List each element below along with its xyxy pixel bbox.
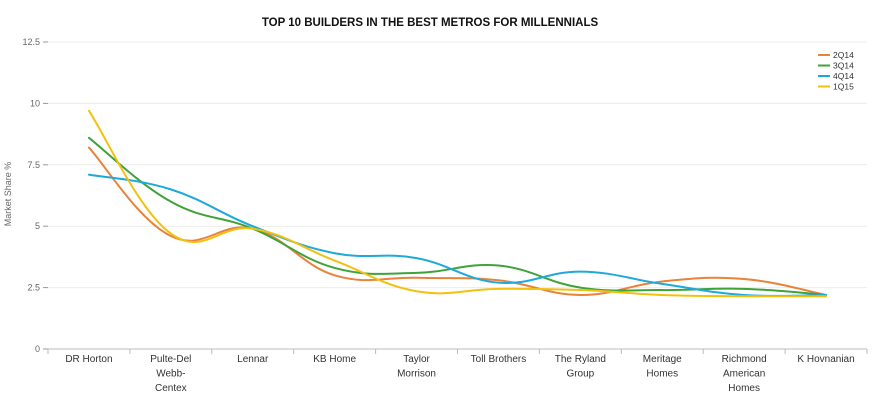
chart-title: TOP 10 BUILDERS IN THE BEST METROS FOR M… <box>262 17 599 29</box>
x-tick-label: Lennar <box>237 354 269 365</box>
x-tick-label: DR Horton <box>65 354 112 365</box>
x-tick-label: KB Home <box>313 354 356 365</box>
y-tick-label: 5 <box>35 221 40 231</box>
y-tick-label: 10 <box>30 98 40 108</box>
x-tick-label: The Ryland Group <box>555 354 606 380</box>
y-tick-label: 7.5 <box>27 160 40 170</box>
x-tick-label: Richmond American Homes <box>722 354 767 394</box>
x-tick-label: Toll Brothers <box>471 354 527 365</box>
legend-label: 4Q14 <box>833 71 854 81</box>
y-tick-label: 2.5 <box>27 283 40 293</box>
series-line-4q14 <box>87 173 828 297</box>
legend-label: 2Q14 <box>833 50 854 60</box>
legend-label: 3Q14 <box>833 61 854 71</box>
axes: 0 2.5 5 7.5 10 12.5 DR Horton Pulte-Del Webb-Cen… <box>22 37 868 394</box>
series-line-2q14 <box>87 146 828 296</box>
x-tick-label: Taylor Morrison <box>397 354 436 380</box>
series-lines <box>87 109 828 298</box>
series-line-1q15 <box>87 109 828 298</box>
grid-lines <box>48 41 867 289</box>
y-axis-label: Market Share % <box>3 162 13 227</box>
x-tick-label: Pulte-Del Webb-Centex <box>150 354 191 394</box>
legend-label: 1Q15 <box>833 82 854 92</box>
y-tick-label: 12.5 <box>22 37 40 47</box>
x-tick-label: K Hovnanian <box>797 354 854 365</box>
y-tick-label: 0 <box>35 344 40 354</box>
x-tick-label: Meritage Homes <box>643 354 682 380</box>
